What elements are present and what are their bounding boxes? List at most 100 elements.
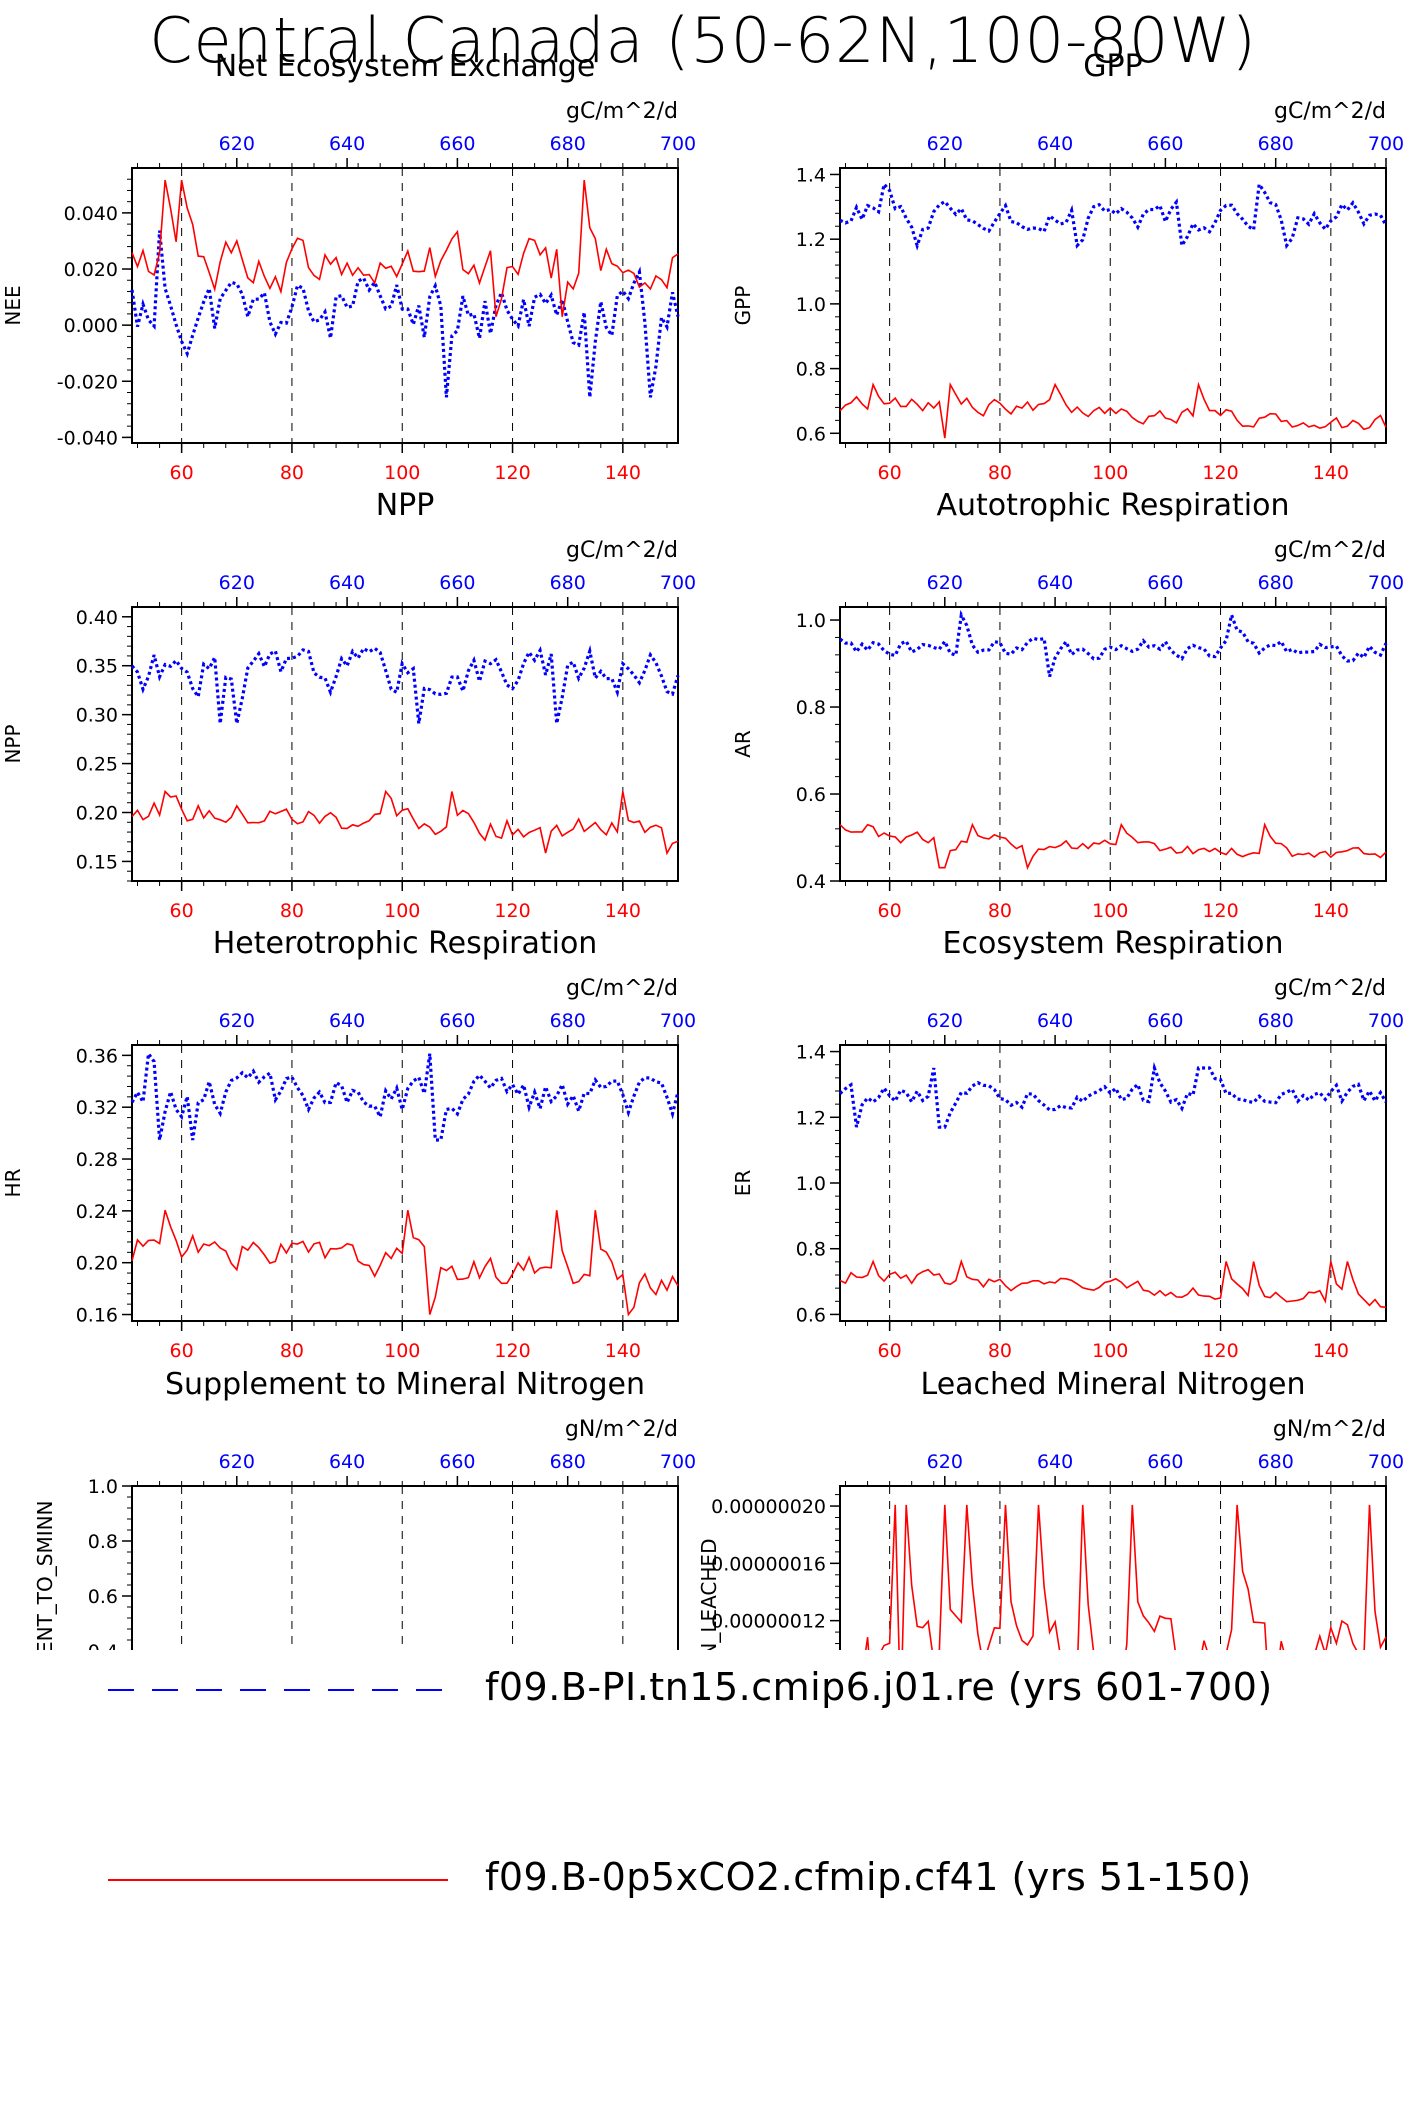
plot-frame [839, 1485, 1387, 1650]
y-tick-label: 0.000 [64, 315, 118, 337]
top-tick-label: 700 [660, 1010, 696, 1032]
top-tick-label: 680 [1258, 1451, 1294, 1473]
chart-title: Heterotrophic Respiration [213, 926, 598, 961]
y-tick-label: 0.00000016 [711, 1553, 826, 1575]
top-tick-label: 640 [1037, 1010, 1073, 1032]
unit-label: gC/m^2/d [1274, 99, 1386, 124]
y-tick-label: 0.8 [88, 1531, 118, 1553]
top-tick-label: 660 [1147, 1010, 1183, 1032]
x-tick-label: 140 [605, 900, 641, 922]
x-tick-label: 60 [170, 900, 194, 922]
series-line-red [131, 789, 679, 856]
y-tick-label: 0.6 [796, 1304, 826, 1326]
y-tick-label: 0.35 [76, 656, 118, 678]
x-tick-label: 100 [1092, 462, 1128, 484]
top-tick-label: 660 [439, 1010, 475, 1032]
x-tick-label: 100 [1092, 900, 1128, 922]
top-tick-label: 660 [1147, 572, 1183, 594]
y-axis-label: HR [1, 1168, 25, 1197]
chart-title: Net Ecosystem Exchange [215, 49, 596, 84]
x-tick-label: 120 [1202, 900, 1238, 922]
top-tick-label: 640 [1037, 133, 1073, 155]
y-tick-label: 1.0 [796, 610, 826, 632]
top-tick-label: 680 [550, 1010, 586, 1032]
top-tick-label: 660 [1147, 1451, 1183, 1473]
chart-title: GPP [1083, 49, 1142, 84]
y-axis-label: ER [731, 1170, 755, 1197]
top-tick-label: 640 [329, 133, 365, 155]
top-tick-label: 680 [1258, 133, 1294, 155]
x-tick-label: 60 [878, 1340, 902, 1362]
top-tick-label: 640 [329, 1010, 365, 1032]
y-tick-label: 0.8 [796, 1239, 826, 1261]
unit-label: gN/m^2/d [1273, 1417, 1386, 1442]
unit-label: gC/m^2/d [1274, 538, 1386, 563]
unit-label: gC/m^2/d [1274, 976, 1386, 1001]
x-tick-label: 140 [1313, 900, 1349, 922]
top-tick-label: 640 [329, 572, 365, 594]
top-tick-label: 700 [1368, 133, 1404, 155]
y-tick-label: 0.00000012 [711, 1611, 826, 1633]
top-tick-label: 640 [1037, 1451, 1073, 1473]
x-tick-label: 140 [605, 1340, 641, 1362]
chart-title: Ecosystem Respiration [943, 926, 1284, 961]
x-tick-label: 80 [280, 900, 304, 922]
plot-frame [131, 1485, 679, 1650]
top-tick-label: 660 [1147, 133, 1183, 155]
chart-panel-1: Net Ecosystem Exchange gC/m^2/d 60 80 100 120… [1, 49, 696, 484]
x-tick-label: 60 [878, 900, 902, 922]
x-tick-label: 80 [988, 1340, 1012, 1362]
page-title: Central Canada (50-62N,100-80W) [149, 4, 1257, 77]
y-tick-label: 0.36 [76, 1045, 118, 1067]
x-tick-label: 80 [280, 462, 304, 484]
x-tick-label: 100 [384, 900, 420, 922]
x-tick-label: 60 [170, 1340, 194, 1362]
y-tick-label: 0.24 [76, 1201, 118, 1223]
top-tick-label: 620 [219, 572, 255, 594]
series-line-blue [130, 230, 680, 398]
x-tick-label: 120 [494, 462, 530, 484]
chart-panel-5: Heterotrophic Respiration gC/m^2/d 60 80 100… [1, 926, 696, 1362]
y-tick-label: 0.32 [76, 1097, 118, 1119]
top-tick-label: 660 [439, 133, 475, 155]
y-tick-label: 0.15 [76, 851, 118, 873]
y-axis-label: SUPPLEMENT_TO_SMINN [33, 1500, 57, 1650]
series-line-red [839, 1258, 1387, 1309]
y-tick-label: 0.20 [76, 1253, 118, 1275]
chart-panel-4: Autotrophic Respiration gC/m^2/d 60 80 100 12… [731, 488, 1404, 922]
chart-panel-3: NPP gC/m^2/d 60 80 100 120 140 620 640 660 680 700 0… [1, 488, 696, 922]
x-tick-label: 120 [494, 1340, 530, 1362]
top-tick-label: 620 [219, 1010, 255, 1032]
x-tick-label: 100 [384, 462, 420, 484]
chart-title: NPP [376, 488, 435, 523]
x-tick-label: 120 [1202, 462, 1238, 484]
x-tick-label: 120 [1202, 1340, 1238, 1362]
series-line-red [865, 1504, 1387, 1650]
plot-frame [839, 606, 1387, 882]
y-axis-label: AR [731, 730, 755, 758]
series-line-red [839, 822, 1387, 871]
top-tick-label: 660 [439, 1451, 475, 1473]
top-tick-label: 680 [550, 572, 586, 594]
unit-label: gC/m^2/d [566, 99, 678, 124]
charts-svg: Net Ecosystem Exchange gC/m^2/d 60 80 100 120… [1, 49, 1404, 1650]
x-tick-label: 60 [878, 462, 902, 484]
y-tick-label: 0.6 [796, 423, 826, 445]
top-tick-label: 700 [660, 1451, 696, 1473]
y-axis-label: NEE [1, 285, 25, 325]
chart-title: Autotrophic Respiration [936, 488, 1289, 523]
y-tick-label: 0.25 [76, 754, 118, 776]
top-tick-label: 620 [219, 1451, 255, 1473]
plot-frame [131, 167, 679, 444]
plot-frame [131, 606, 679, 882]
unit-label: gC/m^2/d [566, 538, 678, 563]
chart-panel-2: GPP gC/m^2/d 60 80 100 120 140 620 640 660 680 700 0… [731, 49, 1404, 484]
chart-panel-7: Supplement to Mineral NitrogengN/m^2/d60… [33, 1367, 696, 1650]
y-tick-label: 0.040 [64, 203, 118, 225]
y-tick-label: 0.8 [796, 697, 826, 719]
y-tick-label: 0.8 [796, 359, 826, 381]
x-tick-label: 80 [280, 1340, 304, 1362]
unit-label: gN/m^2/d [565, 1417, 678, 1442]
y-tick-label: -0.040 [57, 427, 118, 449]
y-axis-label: SMINN_LEACHED [697, 1539, 721, 1650]
